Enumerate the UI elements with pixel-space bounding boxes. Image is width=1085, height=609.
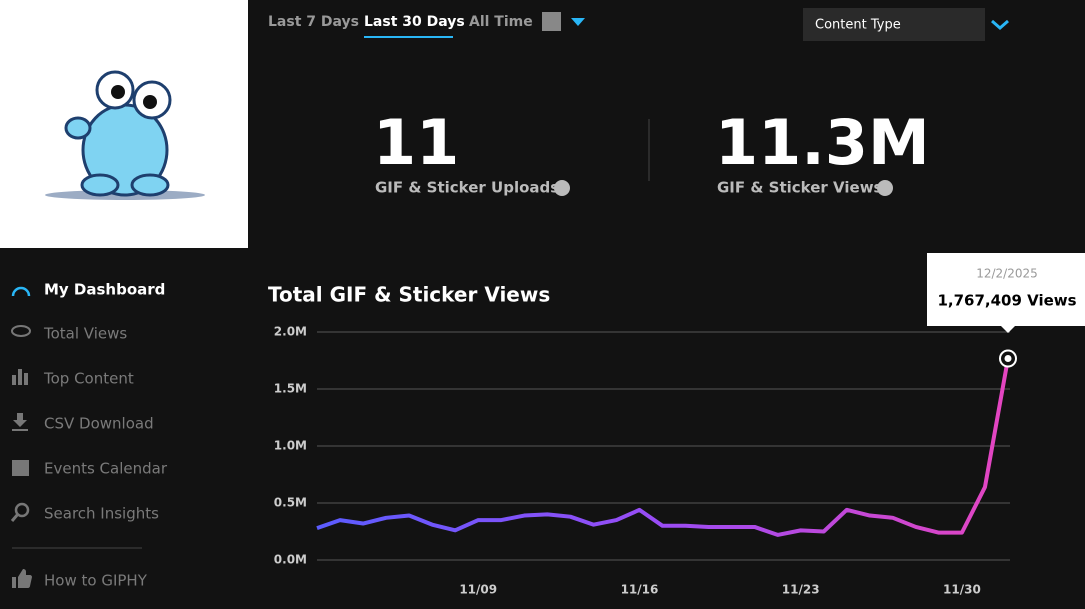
nav-item[interactable]: My Dashboard bbox=[44, 281, 165, 299]
chart-title: Total GIF & Sticker Views bbox=[268, 283, 550, 307]
avatar bbox=[0, 0, 248, 248]
nav-item[interactable]: How to GIPHY bbox=[44, 572, 148, 590]
info-icon[interactable] bbox=[554, 180, 570, 196]
nav-icon bbox=[12, 369, 28, 385]
x-tick-label: 11/09 bbox=[459, 583, 497, 597]
tooltip-date: 12/2/2025 bbox=[976, 267, 1038, 281]
nav-icon bbox=[11, 325, 31, 337]
stats: 11 GIF & Sticker Uploads 11.3M GIF & Sti… bbox=[373, 106, 930, 196]
calendar-toggle[interactable] bbox=[571, 18, 585, 26]
dropdown-label[interactable]: Content Type bbox=[815, 18, 901, 33]
nav-item[interactable]: Search Insights bbox=[44, 505, 159, 523]
nav-icon bbox=[11, 286, 31, 297]
y-tick-label: 0.0M bbox=[274, 553, 307, 567]
stat-label: GIF & Sticker Uploads bbox=[375, 179, 559, 197]
tab[interactable]: All Time bbox=[469, 14, 533, 30]
stat-label: GIF & Sticker Views bbox=[717, 179, 883, 197]
y-tick-label: 1.0M bbox=[274, 439, 307, 453]
tooltip-value: 1,767,409 Views bbox=[937, 292, 1076, 310]
calendar-icon[interactable] bbox=[542, 12, 561, 31]
x-tick-label: 11/30 bbox=[943, 583, 981, 597]
nav-item[interactable]: CSV Download bbox=[44, 415, 154, 433]
dropdown[interactable]: Content Type bbox=[803, 8, 1009, 41]
x-tick-label: 11/23 bbox=[782, 583, 820, 597]
point-dot bbox=[1004, 355, 1012, 363]
stat-value: 11.3M bbox=[715, 106, 930, 179]
y-tick-label: 1.5M bbox=[274, 382, 307, 396]
nav-icon bbox=[12, 569, 32, 588]
stat-value: 11 bbox=[373, 106, 459, 179]
y-tick-label: 0.5M bbox=[274, 496, 307, 510]
y-tick-label: 2.0M bbox=[274, 325, 307, 339]
tooltip-pointer bbox=[1001, 326, 1015, 333]
sidebar: My Dashboard Total Views Top Content CSV… bbox=[10, 281, 168, 590]
nav-icon bbox=[14, 502, 30, 518]
info-icon[interactable] bbox=[877, 180, 893, 196]
nav-icon bbox=[10, 513, 20, 522]
dropdown-chevron[interactable] bbox=[991, 19, 1009, 30]
tabs: Last 7 Days Last 30 Days All Time bbox=[268, 12, 585, 38]
nav-icon bbox=[12, 460, 29, 476]
tooltip bbox=[927, 253, 1085, 326]
tab[interactable]: Last 7 Days bbox=[268, 14, 359, 30]
nav-item[interactable]: Total Views bbox=[43, 325, 127, 343]
nav-item[interactable]: Top Content bbox=[43, 370, 134, 388]
nav-icon bbox=[12, 413, 28, 431]
x-tick-label: 11/16 bbox=[621, 583, 659, 597]
tab[interactable]: Last 30 Days bbox=[364, 14, 465, 30]
line bbox=[316, 358, 1010, 537]
nav-item[interactable]: Events Calendar bbox=[44, 460, 168, 478]
